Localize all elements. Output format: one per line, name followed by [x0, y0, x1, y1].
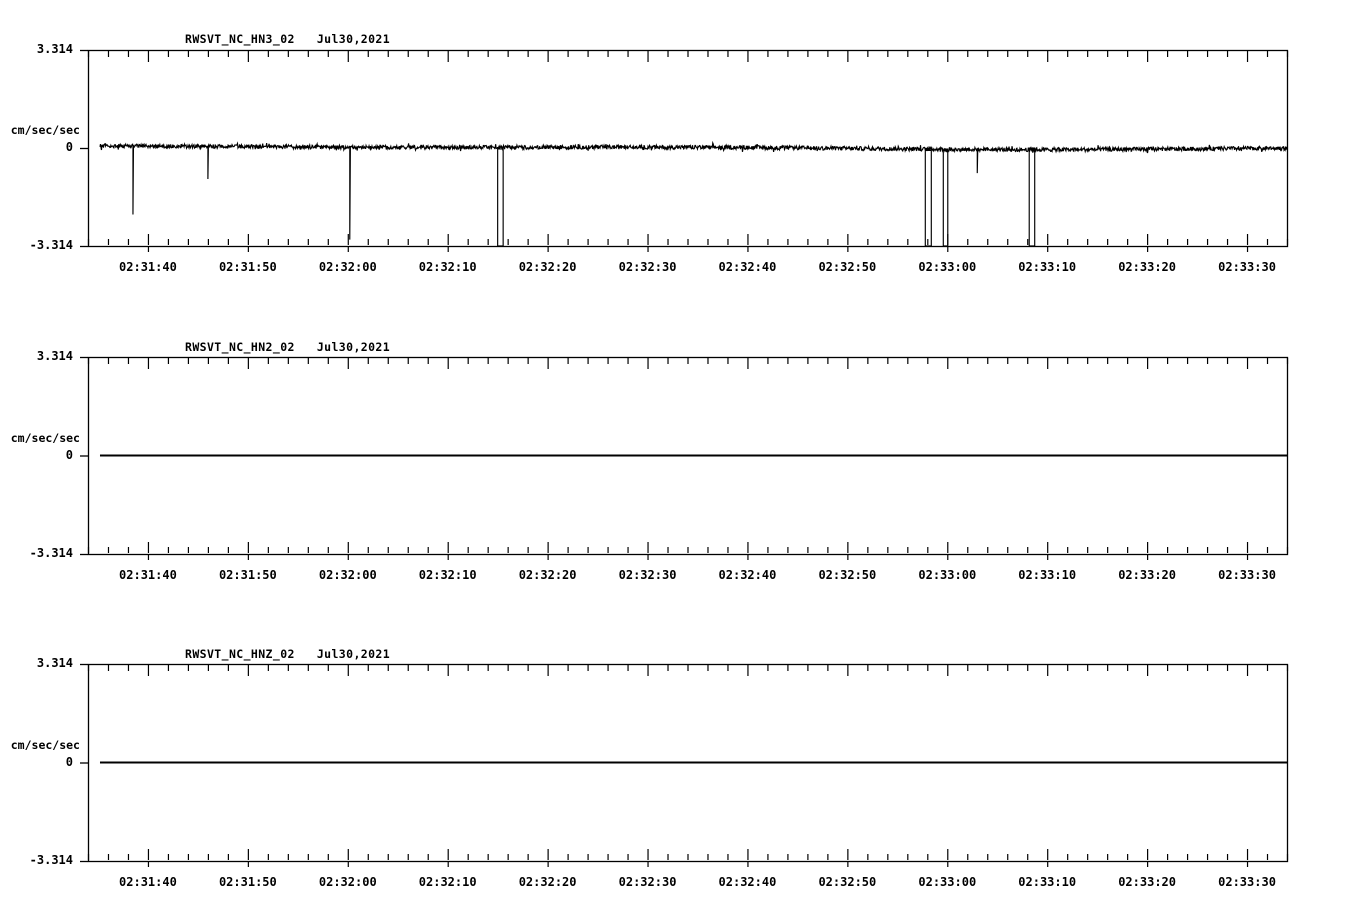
x-tick-label: 02:32:40: [718, 260, 777, 274]
x-tick-label: 02:31:40: [119, 568, 177, 582]
y-tick-max-hnz: 3.314: [36, 656, 73, 670]
y-axis-unit-label-hn3: cm/sec/sec: [10, 123, 80, 137]
x-tick-label: 02:31:50: [218, 568, 277, 582]
y-tick-max-hn3: 3.314: [36, 42, 73, 56]
x-tick-label: 02:33:00: [918, 875, 977, 889]
x-tick-label: 02:32:10: [418, 875, 477, 889]
x-tick-label: 02:33:10: [1018, 875, 1077, 889]
y-tick-zero-hnz: 0: [65, 754, 73, 769]
x-tick-label: 02:32:20: [518, 568, 577, 582]
x-tick-label: 02:33:10: [1018, 260, 1077, 274]
y-tick-zero-hn3: 0: [65, 140, 73, 154]
y-tick-zero-hn2: 0: [65, 447, 73, 462]
x-tick-label: 02:32:00: [318, 875, 377, 889]
x-tick-label: 02:32:20: [518, 260, 577, 274]
plot-frame-hnz: [87, 663, 1289, 863]
x-tick-label: 02:33:00: [918, 260, 977, 274]
x-tick-label: 02:33:30: [1218, 260, 1276, 274]
x-tick-label: 02:32:00: [318, 260, 377, 274]
x-tick-label: 02:32:10: [418, 260, 477, 274]
x-tick-label: 02:31:50: [218, 875, 277, 889]
x-tick-label: 02:33:20: [1118, 568, 1176, 582]
panel-title-hn2: RWSVT_NC_HN2_02 Jul30,2021: [185, 340, 391, 354]
panel-title-hnz: RWSVT_NC_HNZ_02 Jul30,2021: [185, 647, 391, 661]
x-tick-label: 02:32:10: [418, 568, 477, 582]
x-tick-label: 02:33:00: [918, 568, 977, 582]
x-tick-label: 02:32:50: [818, 568, 877, 582]
x-tick-label: 02:32:40: [718, 568, 777, 582]
x-tick-label: 02:33:20: [1118, 875, 1176, 889]
x-tick-label: 02:33:30: [1218, 568, 1276, 582]
x-tick-label: 02:32:30: [618, 568, 677, 582]
panel-title-hn3: RWSVT_NC_HN3_02 Jul30,2021: [185, 32, 391, 46]
x-tick-label: 02:33:10: [1018, 568, 1077, 582]
x-tick-label: 02:32:30: [618, 875, 677, 889]
x-tick-label: 02:32:00: [318, 568, 377, 582]
x-tick-label: 02:32:30: [618, 260, 677, 274]
y-axis-unit-label-hnz: cm/sec/sec: [10, 737, 80, 752]
x-tick-label: 02:32:50: [818, 875, 877, 889]
x-tick-label: 02:32:20: [518, 875, 577, 889]
x-tick-label: 02:32:50: [818, 260, 877, 274]
x-tick-label: 02:33:30: [1218, 875, 1276, 889]
x-tick-label: 02:31:40: [119, 260, 177, 274]
y-axis-unit-label-hn2: cm/sec/sec: [10, 430, 80, 445]
x-tick-label: 02:31:50: [218, 260, 277, 274]
y-tick-min-hnz: -3.314: [29, 853, 73, 867]
axes-group-hnz: [80, 663, 1289, 867]
x-tick-label: 02:33:20: [1118, 260, 1176, 274]
y-tick-max-hn2: 3.314: [36, 349, 73, 363]
y-tick-min-hn3: -3.314: [29, 238, 73, 252]
y-tick-min-hn2: -3.314: [29, 546, 73, 560]
x-tick-label: 02:32:40: [718, 875, 777, 889]
x-tick-label: 02:31:40: [119, 875, 177, 889]
